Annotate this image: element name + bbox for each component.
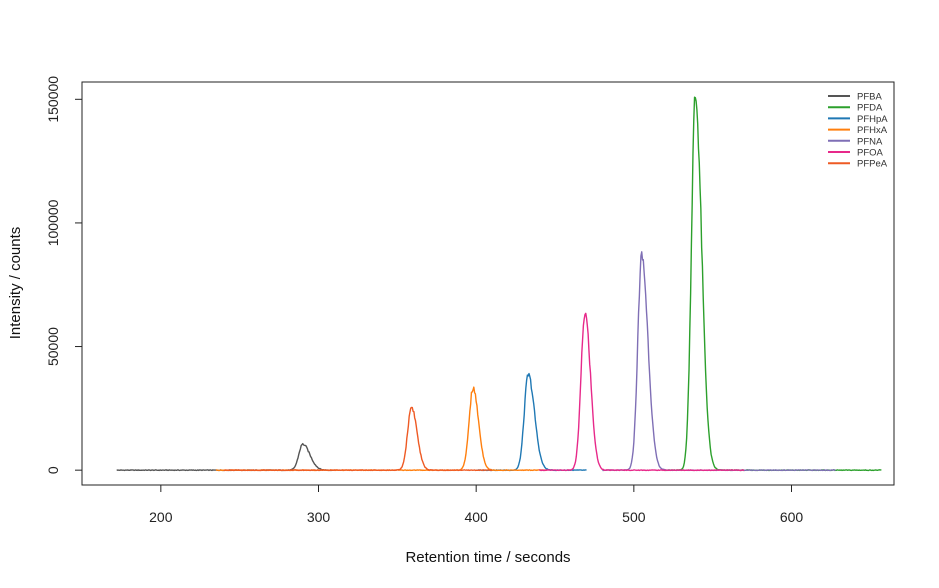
series-line-pfna	[602, 251, 836, 472]
plot-frame	[81, 81, 895, 486]
series-line-pfba	[116, 442, 335, 472]
y-tick-label: 150000	[45, 76, 61, 123]
x-tick-label: 300	[307, 509, 331, 525]
y-tick-label: 100000	[45, 199, 61, 246]
y-axis-title: Intensity / counts	[7, 227, 24, 340]
x-tick-label: 600	[780, 509, 804, 525]
x-tick-label: 200	[149, 509, 173, 525]
y-tick-label: 50000	[45, 327, 61, 366]
x-axis: 200 300 400 500 600	[149, 484, 804, 525]
series-line-pfda	[665, 96, 882, 472]
y-tick-label: 0	[45, 466, 61, 474]
legend-label: PFPeA	[857, 159, 888, 170]
x-tick-label: 400	[464, 509, 488, 525]
legend-label: PFNA	[857, 136, 883, 147]
series-line-pfhpa	[476, 372, 587, 472]
x-axis-title: Retention time / seconds	[405, 549, 570, 566]
legend-label: PFOA	[857, 148, 884, 159]
series-layer	[116, 96, 882, 472]
x-tick-label: 500	[622, 509, 646, 525]
legend-label: PFDA	[857, 103, 883, 114]
legend-label: PFBA	[857, 92, 882, 103]
series-line-pfhxa	[215, 386, 548, 472]
legend-label: PFHpA	[857, 114, 888, 125]
series-line-pfoa	[539, 312, 745, 472]
y-axis: 0 50000 100000 150000	[45, 76, 82, 474]
legend-label: PFHxA	[857, 125, 888, 136]
series-line-pfpea	[223, 406, 493, 472]
